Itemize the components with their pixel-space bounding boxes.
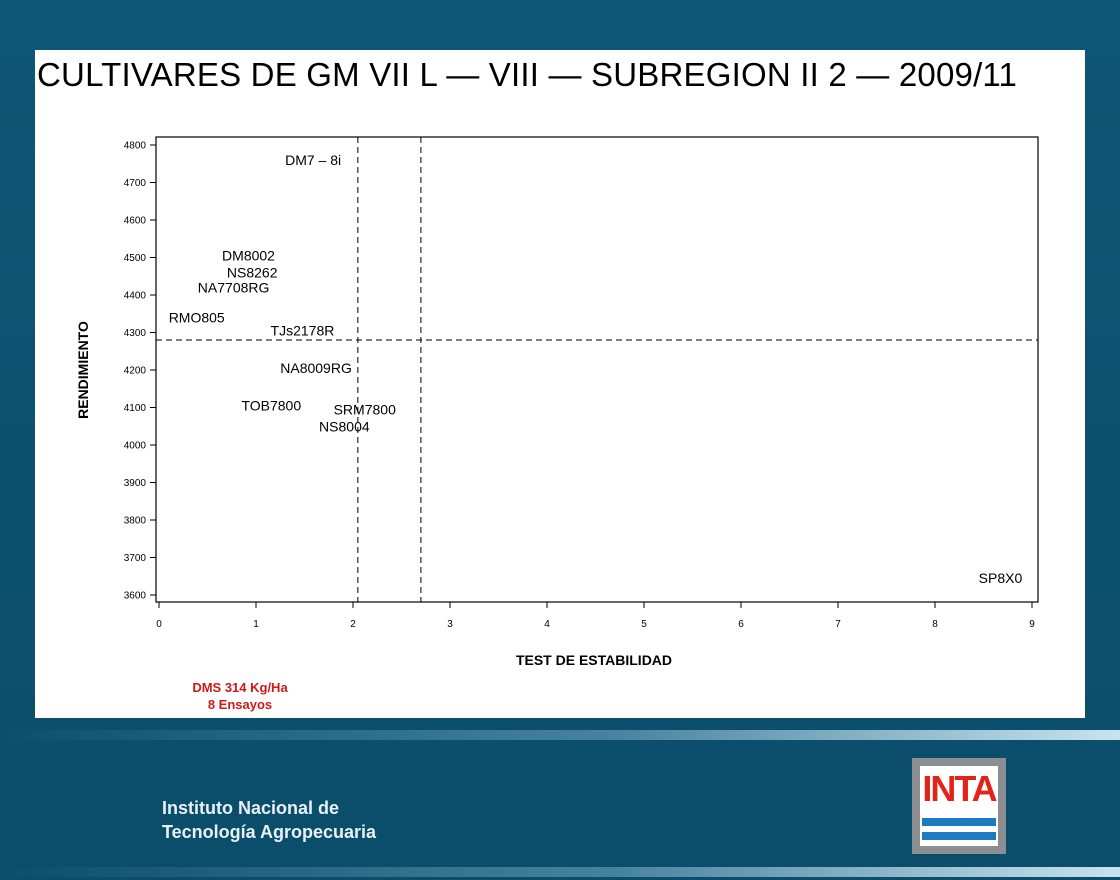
chart-title: CULTIVARES DE GM VII L — VIII — SUBREGIO…: [37, 56, 1018, 93]
logo-stripe-lower: [922, 832, 996, 840]
point-label: NA8009RG: [280, 360, 352, 376]
y-tick-label: 4800: [124, 141, 147, 152]
y-tick-label: 3800: [124, 516, 147, 527]
y-tick-label: 4700: [124, 178, 147, 189]
y-tick-label: 3700: [124, 553, 147, 564]
x-tick-label: 5: [641, 619, 647, 630]
x-axis: 0 1 2 3 4 5 6 7 8 9: [156, 602, 1035, 630]
chart-plot: 0 1 2 3 4 5 6 7 8 9 3600 3700 3800 3900 4000 4100 4200 4…: [75, 136, 1039, 668]
x-axis-title: TEST DE ESTABILIDAD: [516, 652, 672, 668]
inta-logo-inner: INTA: [920, 766, 998, 846]
point-label: DM8002: [222, 248, 275, 264]
y-tick-label: 4600: [124, 216, 147, 227]
point-label: RMO805: [169, 310, 225, 326]
notes: DMS 314 Kg/Ha 8 Ensayos: [175, 679, 305, 713]
point-label: NS8262: [227, 265, 278, 281]
y-tick-label: 4000: [124, 441, 147, 452]
y-tick-label: 4500: [124, 253, 147, 264]
point-label: NA7708RG: [198, 280, 270, 296]
dms-note: DMS 314 Kg/Ha: [192, 680, 288, 695]
x-tick-label: 4: [544, 619, 550, 630]
point-label: SP8X0: [979, 570, 1023, 586]
x-tick-label: 9: [1029, 619, 1035, 630]
decorative-band-top: [0, 730, 1120, 740]
y-tick-label: 4100: [124, 403, 147, 414]
org-name-line1: Instituto Nacional de: [162, 798, 340, 818]
y-axis-title: RENDIMIENTO: [75, 321, 91, 419]
y-axis: 3600 3700 3800 3900 4000 4100 4200 4300 4400 4500…: [124, 141, 156, 602]
point-label: TJs2178R: [271, 323, 335, 339]
x-tick-label: 2: [350, 619, 356, 630]
y-tick-label: 4300: [124, 328, 147, 339]
y-tick-label: 3900: [124, 478, 147, 489]
logo-stripe-upper: [922, 818, 996, 826]
org-name-line2: Tecnología Agropecuaria: [162, 822, 377, 842]
x-tick-label: 8: [932, 619, 938, 630]
point-label: TOB7800: [241, 398, 301, 414]
chart-panel: CULTIVARES DE GM VII L — VIII — SUBREGIO…: [35, 50, 1085, 718]
reference-lines: [156, 137, 1038, 602]
x-tick-label: 0: [156, 619, 162, 630]
y-tick-label: 4400: [124, 291, 147, 302]
x-tick-label: 3: [447, 619, 453, 630]
organization-name: Instituto Nacional de Tecnología Agropec…: [162, 796, 376, 844]
trials-note: 8 Ensayos: [207, 697, 273, 712]
x-tick-label: 6: [738, 619, 744, 630]
point-label: DM7 – 8i: [285, 152, 341, 168]
decorative-band-bottom: [0, 867, 1120, 877]
inta-logo: INTA: [912, 758, 1006, 854]
point-label: NS8004: [319, 418, 370, 434]
x-tick-label: 1: [253, 619, 259, 630]
point-label: SRM7800: [334, 401, 396, 417]
inta-logo-text: INTA: [922, 768, 997, 809]
y-tick-label: 4200: [124, 366, 147, 377]
y-tick-label: 3600: [124, 591, 147, 602]
x-tick-label: 7: [835, 619, 841, 630]
